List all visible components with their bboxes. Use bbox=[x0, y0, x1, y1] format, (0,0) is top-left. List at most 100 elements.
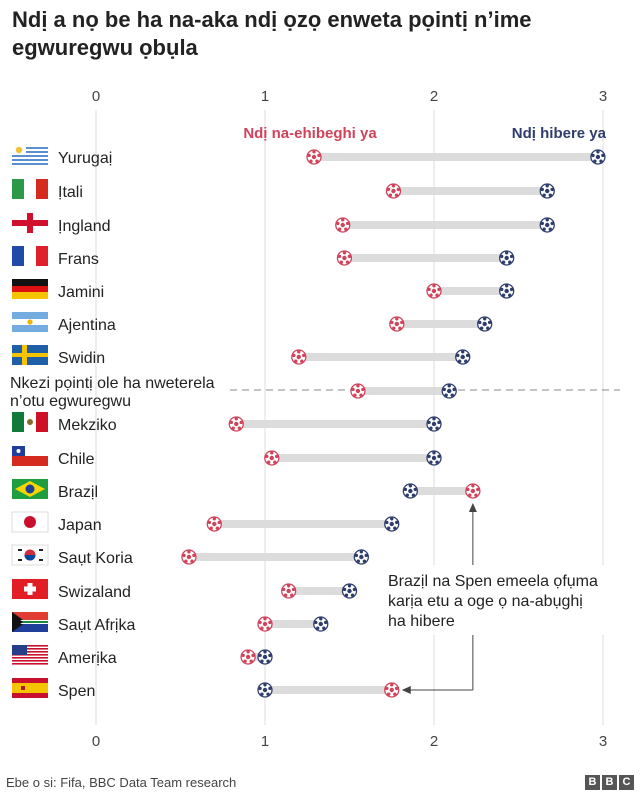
country-label: Chile bbox=[58, 451, 95, 468]
country-label: Swidin bbox=[58, 350, 105, 367]
away-point-marker bbox=[228, 416, 244, 432]
data-row: Chile bbox=[12, 446, 442, 468]
home-point-marker bbox=[402, 483, 418, 499]
away-point-marker bbox=[335, 217, 351, 233]
argentina-flag-icon bbox=[12, 312, 48, 332]
home-point-marker bbox=[426, 416, 442, 432]
country-label: Jamini bbox=[58, 284, 104, 301]
country-label: Ịtali bbox=[58, 184, 83, 201]
data-rows: Yurugaị Ịtali Ịngland Frans Jamini Ajentina Sw… bbox=[10, 145, 620, 700]
away-point-marker bbox=[281, 583, 297, 599]
data-row: Nkezi pọintị ole ha nweterela n’otu egwur… bbox=[10, 375, 620, 410]
home-point-marker bbox=[499, 250, 515, 266]
annotation-arrow-up bbox=[468, 503, 477, 512]
home-point-marker bbox=[441, 383, 457, 399]
x-tick-label-bottom: 0 bbox=[92, 733, 100, 750]
bbc-logo-letter: C bbox=[619, 775, 634, 790]
bbc-logo-letter: B bbox=[602, 775, 617, 790]
home-point-marker bbox=[353, 549, 369, 565]
switzerland-flag-icon bbox=[12, 579, 48, 599]
away-point-marker bbox=[385, 183, 402, 199]
annotation: Brazịl na Spen emeela ọfụma karịa etu a o… bbox=[384, 503, 624, 694]
data-row: Amerịka bbox=[12, 645, 273, 667]
chile-flag-icon bbox=[12, 446, 48, 466]
country-label: Japan bbox=[58, 517, 102, 534]
x-tick-label-top: 3 bbox=[599, 88, 607, 105]
country-label: Ajentina bbox=[58, 317, 116, 334]
away-point-marker bbox=[336, 250, 353, 266]
away-point-marker bbox=[384, 682, 400, 698]
data-row: Saụt Afrịka bbox=[12, 612, 329, 634]
away-point-marker bbox=[306, 149, 322, 165]
country-label: Saụt Koria bbox=[58, 550, 133, 567]
country-label: Mekziko bbox=[58, 417, 117, 434]
home-point-marker bbox=[257, 682, 273, 698]
x-tick-label-top: 2 bbox=[430, 88, 438, 105]
x-axis-top: 0 1 2 3 bbox=[92, 88, 607, 105]
country-label: Frans bbox=[58, 251, 99, 268]
home-point-marker bbox=[426, 450, 442, 466]
england-flag-icon bbox=[12, 213, 48, 233]
source-note: Ebe o si: Fifa, BBC Data Team research bbox=[6, 775, 237, 790]
annotation-background bbox=[384, 565, 624, 635]
home-point-marker bbox=[499, 283, 515, 299]
data-row: Swizaland bbox=[12, 579, 358, 601]
data-row: Spen bbox=[12, 678, 400, 700]
data-row: Brazịl bbox=[12, 479, 481, 501]
away-point-marker bbox=[257, 616, 273, 632]
country-label: Amerịka bbox=[58, 650, 117, 667]
data-row: Japan bbox=[11, 511, 400, 534]
sweden-flag-icon bbox=[12, 345, 48, 365]
x-tick-label-top: 0 bbox=[92, 88, 100, 105]
bbc-logo: B B C bbox=[585, 775, 634, 790]
brazil-flag-icon bbox=[12, 479, 48, 499]
bbc-logo-letter: B bbox=[585, 775, 600, 790]
country-label: Brazịl bbox=[58, 484, 98, 501]
southafrica-flag-icon bbox=[12, 612, 48, 632]
home-point-marker bbox=[539, 183, 555, 199]
x-axis-bottom: 0 1 2 3 bbox=[92, 733, 607, 750]
away-point-marker bbox=[291, 349, 307, 365]
japan-flag-icon bbox=[11, 511, 49, 533]
data-row: Frans bbox=[12, 246, 515, 268]
away-point-marker bbox=[426, 283, 442, 299]
country-label: Ịngland bbox=[58, 218, 111, 235]
korea-flag-icon bbox=[11, 544, 49, 566]
away-point-marker bbox=[350, 383, 366, 399]
average-label: Nkezi pọintị ole ha nweterela n’otu egwur… bbox=[10, 375, 215, 410]
country-label: Saụt Afrịka bbox=[58, 617, 135, 634]
usa-flag-icon bbox=[12, 645, 48, 665]
x-tick-label-bottom: 3 bbox=[599, 733, 607, 750]
home-point-marker bbox=[477, 316, 493, 332]
annotation-text: Brazịl na Spen emeela ọfụma karịa etu a o… bbox=[388, 573, 598, 630]
country-label: Yurugaị bbox=[58, 150, 112, 167]
away-point-marker bbox=[465, 483, 481, 499]
x-tick-label-top: 1 bbox=[261, 88, 269, 105]
home-point-marker bbox=[341, 583, 358, 599]
data-row: Saụt Koria bbox=[11, 544, 369, 567]
home-point-marker bbox=[384, 516, 400, 532]
data-row: Ịtali bbox=[12, 179, 555, 201]
france-flag-icon bbox=[12, 246, 48, 266]
away-point-marker bbox=[240, 649, 256, 665]
x-tick-label-bottom: 2 bbox=[430, 733, 438, 750]
legend-away-label: Ndị na-ehibeghi ya bbox=[243, 125, 377, 142]
away-point-marker bbox=[264, 450, 280, 466]
data-row: Mekziko bbox=[12, 412, 442, 434]
mexico-flag-icon bbox=[12, 412, 48, 432]
page-title: Ndị a nọ be ha na-aka ndị ọzọ enweta pọi… bbox=[12, 7, 532, 60]
data-row: Yurugaị bbox=[12, 145, 606, 167]
home-point-marker bbox=[455, 349, 471, 365]
data-row: Jamini bbox=[12, 279, 515, 301]
data-row: Ịngland bbox=[12, 213, 555, 235]
legend-home-label: Ndị hibere ya bbox=[512, 125, 607, 142]
spain-flag-icon bbox=[12, 678, 48, 698]
country-label: Spen bbox=[58, 683, 95, 700]
away-point-marker bbox=[181, 549, 197, 565]
annotation-arrow-left bbox=[401, 686, 411, 694]
home-point-marker bbox=[313, 616, 329, 632]
home-point-marker bbox=[539, 217, 555, 233]
away-point-marker bbox=[206, 516, 222, 532]
legend: Ndị na-ehibeghi ya Ndị hibere ya bbox=[243, 125, 606, 142]
